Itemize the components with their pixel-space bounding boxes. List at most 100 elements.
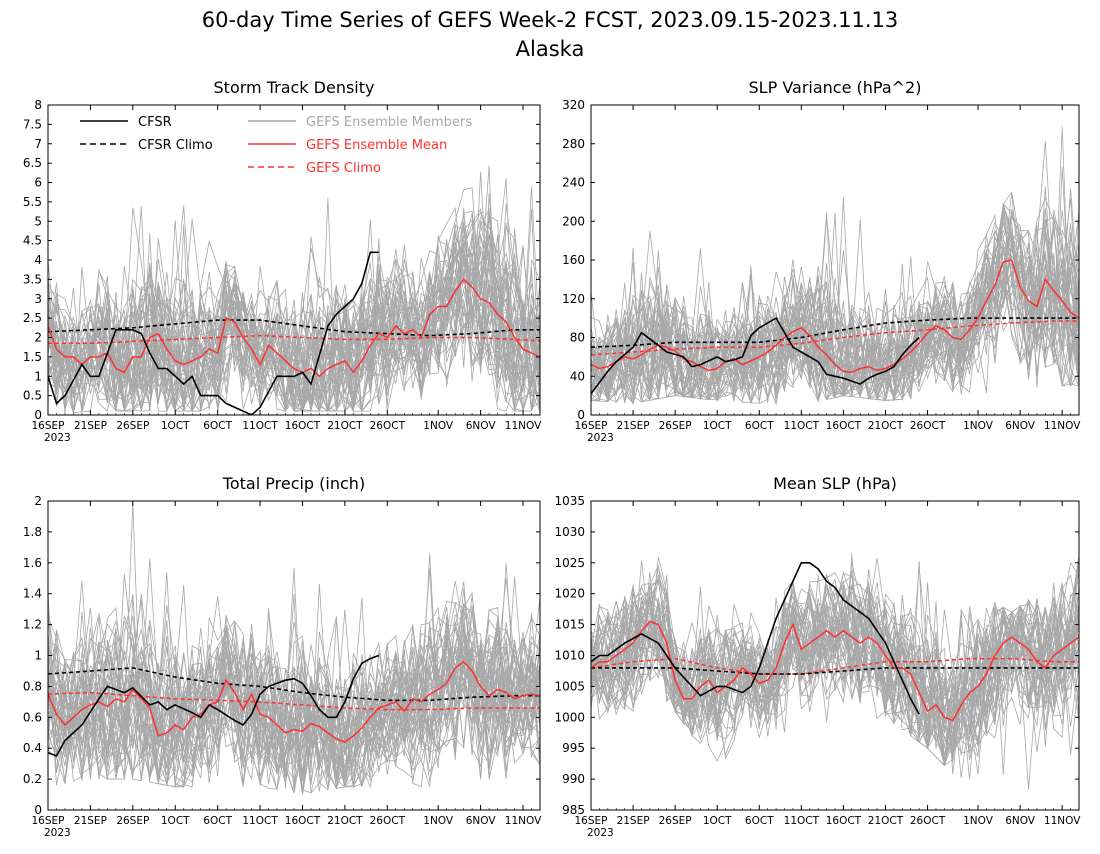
- x-tick-label: 6OCT: [745, 420, 774, 432]
- x-tick-label: 16SEP: [575, 420, 608, 432]
- x-tick-label: 6NOV: [466, 815, 497, 827]
- x-tick-label: 1OCT: [161, 420, 190, 432]
- y-tick-label: 1025: [554, 556, 585, 570]
- figure-subtitle: Alaska: [516, 37, 585, 61]
- y-tick-label: 0.8: [23, 679, 42, 693]
- series-line-cfsr: [591, 561, 920, 715]
- ensemble-member-line: [48, 271, 540, 412]
- ensemble-member-line: [48, 617, 540, 793]
- y-tick-label: 990: [562, 772, 585, 786]
- series-line-cfsr-climo: [48, 319, 540, 337]
- ensemble-member-line: [591, 203, 1079, 402]
- y-tick-label: 1015: [554, 618, 585, 632]
- ensemble-members: [591, 553, 1079, 790]
- x-tick-label: 21OCT: [868, 815, 904, 827]
- y-tick-label: 0.2: [23, 772, 42, 786]
- y-tick-label: 3: [34, 292, 42, 306]
- x-tick-label: 11NOV: [1044, 815, 1081, 827]
- y-tick-label: 7: [34, 137, 42, 151]
- y-tick-label: 0: [577, 408, 585, 422]
- x-tick-label: 16SEP: [32, 815, 65, 827]
- x-tick-label: 6NOV: [1005, 420, 1036, 432]
- legend-label-mean: GEFS Ensemble Mean: [306, 138, 447, 153]
- ensemble-member-line: [48, 611, 540, 783]
- x-tick-label: 11NOV: [505, 420, 542, 432]
- ensemble-member-line: [591, 238, 1079, 401]
- x-year-label: 2023: [44, 827, 71, 839]
- y-tick-label: 1010: [554, 649, 585, 663]
- ensemble-member-line: [591, 254, 1079, 402]
- x-tick-label: 6OCT: [745, 815, 774, 827]
- legend: CFSR CFSR Climo GEFS Ensemble Members GEFS …: [80, 115, 472, 176]
- series-line-cfsr-climo: [591, 317, 1079, 348]
- x-tick-label: 11NOV: [505, 815, 542, 827]
- x-tick-label: 26OCT: [910, 420, 946, 432]
- y-tick-label: 6.5: [23, 156, 42, 170]
- x-tick-label: 21OCT: [868, 420, 904, 432]
- y-tick-label: 0: [34, 408, 42, 422]
- x-tick-label: 6NOV: [1005, 815, 1036, 827]
- ensemble-member-line: [591, 580, 1079, 749]
- y-tick-label: 1.4: [23, 587, 42, 601]
- y-tick-label: 0.5: [23, 389, 42, 403]
- ensemble-member-line: [48, 627, 540, 791]
- y-tick-label: 1030: [554, 525, 585, 539]
- x-tick-label: 1OCT: [703, 420, 732, 432]
- y-tick-label: 1.5: [23, 350, 42, 364]
- y-tick-label: 1: [34, 649, 42, 663]
- panel-title: Storm Track Density: [214, 78, 375, 97]
- y-tick-label: 40: [570, 369, 585, 383]
- x-tick-label: 21SEP: [74, 420, 107, 432]
- y-tick-label: 6: [34, 176, 42, 190]
- ensemble-members: [48, 501, 540, 795]
- x-tick-label: 11NOV: [1044, 420, 1081, 432]
- ensemble-member-line: [591, 584, 1079, 759]
- y-tick-label: 1005: [554, 679, 585, 693]
- x-tick-label: 6OCT: [203, 420, 232, 432]
- y-tick-label: 4.5: [23, 234, 42, 248]
- x-tick-label: 11OCT: [242, 815, 278, 827]
- x-tick-label: 6OCT: [203, 815, 232, 827]
- ensemble-member-line: [48, 635, 540, 778]
- ensemble-member-line: [591, 246, 1079, 405]
- y-tick-label: 1035: [554, 494, 585, 508]
- x-tick-label: 16OCT: [285, 420, 321, 432]
- y-tick-label: 0.4: [23, 741, 42, 755]
- x-tick-label: 11OCT: [784, 815, 820, 827]
- y-tick-label: 320: [562, 98, 585, 112]
- legend-label-members: GEFS Ensemble Members: [306, 115, 472, 130]
- x-tick-label: 1OCT: [161, 815, 190, 827]
- y-tick-label: 5: [34, 214, 42, 228]
- ensemble-member-line: [591, 209, 1079, 404]
- legend-label-cfsr: CFSR: [138, 115, 172, 130]
- x-tick-label: 16OCT: [285, 815, 321, 827]
- x-year-label: 2023: [44, 432, 71, 444]
- figure-title: 60-day Time Series of GEFS Week-2 FCST, …: [202, 8, 899, 32]
- series-line-cfsr: [591, 317, 920, 395]
- y-tick-label: 1020: [554, 587, 585, 601]
- x-year-label: 2023: [587, 432, 614, 444]
- y-tick-label: 2: [34, 331, 42, 345]
- y-tick-label: 80: [570, 331, 585, 345]
- x-tick-label: 26OCT: [370, 420, 406, 432]
- y-tick-label: 5.5: [23, 195, 42, 209]
- chart-panel-3: Total Precip (inch) 0 0.2 0.4 0.6 0.8 1 1.2 1.4 1…: [23, 474, 542, 839]
- y-tick-label: 280: [562, 137, 585, 151]
- panel-title: Total Precip (inch): [222, 474, 365, 493]
- series-line-mean: [48, 660, 540, 743]
- series-line-mean: [48, 278, 540, 378]
- x-tick-label: 16SEP: [32, 420, 65, 432]
- y-tick-label: 1: [34, 369, 42, 383]
- series-line-cfsr-climo: [48, 667, 540, 702]
- y-tick-label: 7.5: [23, 117, 42, 131]
- legend-label-cfsr-climo: CFSR Climo: [138, 138, 213, 153]
- chart-panel-2: SLP Variance (hPa^2) 0 40 80 120 160 200 240 280…: [562, 78, 1081, 444]
- x-tick-label: 16OCT: [826, 420, 862, 432]
- panel-title: Mean SLP (hPa): [773, 474, 897, 493]
- y-tick-label: 0.6: [23, 710, 42, 724]
- x-tick-label: 21OCT: [327, 420, 363, 432]
- ensemble-member-line: [591, 572, 1079, 744]
- y-tick-label: 160: [562, 253, 585, 267]
- y-tick-label: 1.6: [23, 556, 42, 570]
